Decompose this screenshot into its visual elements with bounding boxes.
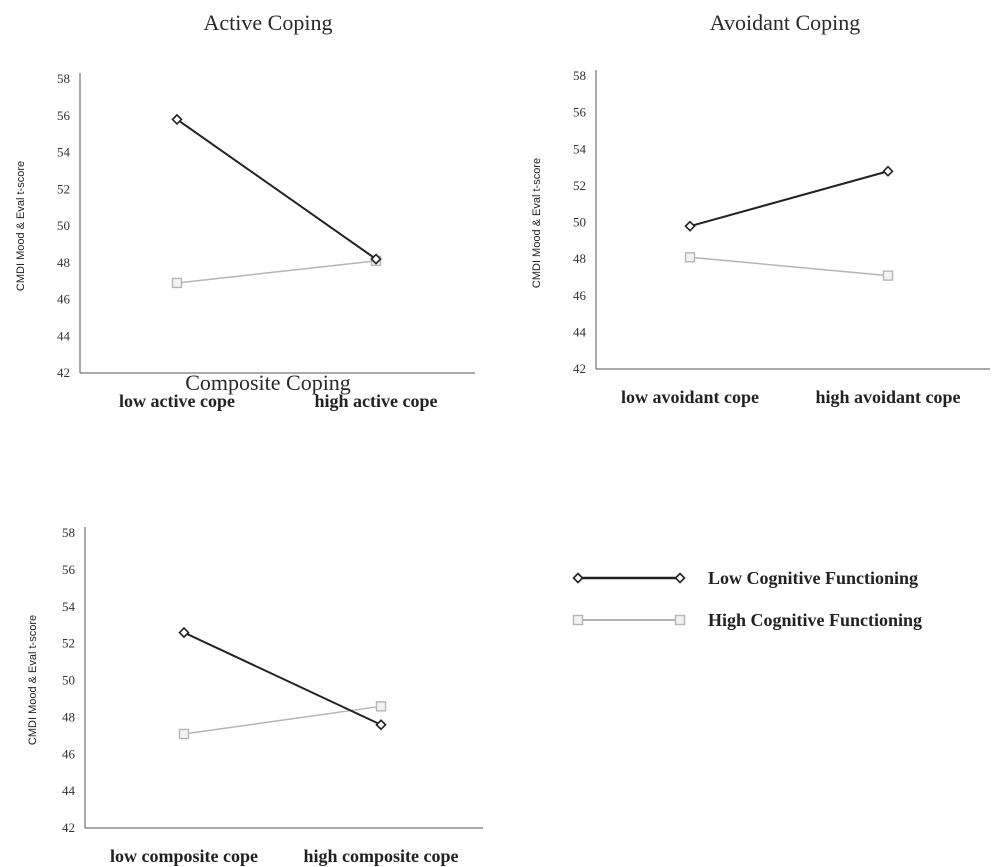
high-cognitive-data-point: [178, 728, 190, 740]
low-cognitive-data-point: [178, 626, 190, 639]
y-tick-label: 56: [57, 108, 71, 123]
x-category-label: low active cope: [119, 391, 235, 411]
low-cognitive-data-point: [684, 220, 696, 232]
high-cognitive-series-line: [183, 705, 382, 735]
low-cognitive-data-point: [882, 165, 894, 177]
y-axis-label: CMDI Mood & Eval t-score: [531, 158, 543, 288]
legend-low-cognitive-marker: [674, 572, 686, 584]
y-tick-label: 54: [62, 599, 76, 614]
chart-title: Composite Coping: [185, 370, 351, 395]
legend-high-cognitive-marker: [572, 614, 584, 626]
y-tick-label: 44: [62, 783, 76, 798]
low-cognitive-data-point: [370, 253, 382, 265]
y-tick-label: 56: [62, 562, 76, 577]
y-tick-label: 48: [573, 251, 586, 266]
y-axis-label: CMDI Mood & Eval t-score: [15, 161, 27, 291]
y-tick-label: 52: [573, 178, 586, 193]
low-cognitive-data-point: [171, 113, 183, 126]
y-tick-label: 50: [573, 215, 586, 230]
x-category-label: high avoidant cope: [815, 387, 960, 407]
legend-high-cognitive-label: High Cognitive Functioning: [708, 610, 922, 630]
low-cognitive-series-line: [183, 631, 382, 726]
y-tick-label: 50: [62, 673, 75, 688]
y-tick-label: 42: [62, 820, 75, 835]
y-tick-label: 56: [573, 105, 587, 120]
x-category-label: high active cope: [315, 391, 438, 411]
low-cognitive-series-line: [689, 170, 889, 228]
y-tick-label: 44: [57, 328, 71, 343]
high-cognitive-data-point: [375, 701, 387, 712]
high-cognitive-data-point: [171, 277, 183, 289]
legend-high-cognitive-marker: [674, 614, 686, 626]
composite-coping-chart: Composite Coping 42 44 46 48 50 52 54 56 58 CMDI M…: [27, 370, 483, 866]
chart-title: Avoidant Coping: [710, 10, 861, 35]
y-tick-label: 42: [573, 361, 586, 376]
avoidant-coping-chart: Avoidant Coping 42 44 46 48 50 52 54 56 58 CMDI Mo…: [531, 10, 990, 407]
y-tick-label: 54: [57, 145, 71, 160]
x-category-label: low avoidant cope: [621, 387, 759, 407]
y-tick-label: 46: [57, 292, 71, 307]
active-coping-chart: Active Coping 42 44 46 48 50 52 54 56 58 CMDI Mood…: [15, 10, 475, 411]
low-cognitive-series-line: [176, 118, 377, 260]
y-axis-label: CMDI Mood & Eval t-score: [27, 615, 39, 745]
y-tick-label: 52: [62, 636, 75, 651]
y-tick-label: 48: [62, 709, 75, 724]
y-tick-label: 44: [573, 324, 587, 339]
y-tick-label: 42: [57, 365, 70, 380]
x-category-label: low composite cope: [110, 846, 258, 866]
high-cognitive-series-line: [176, 260, 377, 284]
y-tick-label: 58: [62, 525, 75, 540]
y-tick-label: 52: [57, 181, 70, 196]
legend: Low Cognitive Functioning High Cognitive …: [572, 568, 922, 630]
y-tick-label: 46: [573, 288, 587, 303]
y-tick-label: 48: [57, 255, 70, 270]
x-category-label: high composite cope: [304, 846, 459, 866]
high-cognitive-data-point: [882, 270, 894, 281]
high-cognitive-data-point: [684, 252, 696, 263]
legend-low-cognitive-label: Low Cognitive Functioning: [708, 568, 918, 588]
chart-title: Active Coping: [204, 10, 333, 35]
legend-low-cognitive-marker: [572, 572, 584, 584]
y-tick-label: 58: [57, 71, 70, 86]
y-tick-label: 50: [57, 218, 70, 233]
y-tick-label: 54: [573, 141, 587, 156]
y-tick-label: 46: [62, 746, 76, 761]
high-cognitive-series-line: [689, 256, 889, 277]
y-tick-label: 58: [573, 68, 586, 83]
low-cognitive-data-point: [375, 719, 387, 731]
